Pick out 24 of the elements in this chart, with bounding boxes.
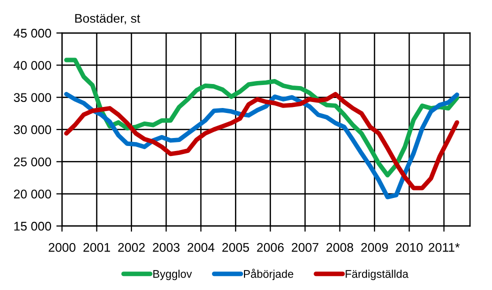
- x-tick-label: 2007: [292, 242, 318, 252]
- x-tick-label: 2000: [48, 242, 76, 252]
- legend-label: Påbörjade: [244, 268, 294, 280]
- x-tick-label: 2004: [188, 242, 214, 252]
- y-tick-label: 40 000: [14, 60, 52, 70]
- y-tick-label: 20 000: [14, 190, 52, 198]
- y-tick-label: 30 000: [14, 125, 52, 134]
- line-series: [64, 58, 460, 178]
- legend-label: Färdigställda: [346, 270, 408, 280]
- x-tick-label: 2009: [361, 242, 388, 252]
- x-tick-label: 2011*: [428, 242, 460, 252]
- y-tick-label: 15 000: [14, 222, 52, 231]
- x-tick-label: 2005: [222, 242, 249, 252]
- x-tick-label: 2006: [257, 242, 284, 252]
- x-tick-label: 2008: [326, 242, 354, 252]
- x-tick-label: 2010: [396, 242, 423, 252]
- x-tick-label: 2001: [83, 242, 110, 252]
- y-tick-label: 35 000: [14, 93, 52, 102]
- x-tick-label: 2002: [118, 242, 145, 252]
- y-axis-title: Bostäder, st: [75, 14, 140, 24]
- y-tick-label: 45 000: [14, 28, 52, 38]
- x-tick-label: 2003: [152, 242, 180, 252]
- legend-label: Bygglov: [153, 270, 192, 280]
- y-tick-label: 25 000: [14, 157, 52, 166]
